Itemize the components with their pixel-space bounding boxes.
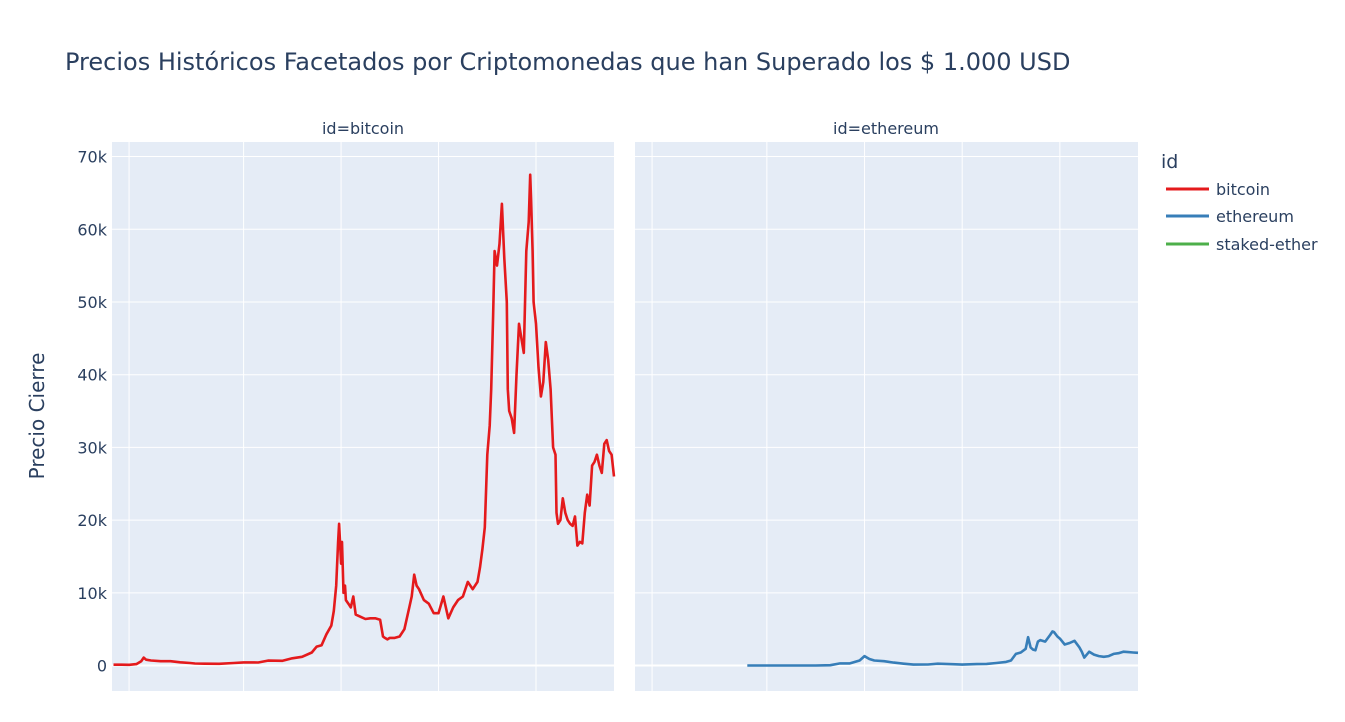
y-tick-label: 70k [77,148,107,167]
y-tick-label: 20k [77,511,107,530]
plot-area-ethereum [635,142,1138,691]
y-tick-label: 60k [77,220,107,239]
legend: id bitcoin ethereum staked-ether [1161,151,1318,254]
y-axis-label: Precio Cierre [25,353,49,480]
y-tick-label: 10k [77,584,107,603]
panel-bitcoin: id=bitcoin [112,119,616,691]
line-ethereum [747,630,1139,667]
facet-label-bitcoin: id=bitcoin [322,119,404,138]
legend-title: id [1161,151,1178,173]
chart-title: Precios Históricos Facetados por Criptom… [65,48,1070,76]
y-tick-label: 30k [77,438,107,457]
grid-ethereum [635,142,1138,691]
legend-label-ethereum: ethereum [1216,207,1294,226]
grid-bitcoin [112,142,614,691]
y-tick-label: 40k [77,366,107,385]
legend-label-bitcoin: bitcoin [1216,180,1270,199]
y-tick-label: 50k [77,293,107,312]
y-tick-label: 0 [97,657,107,676]
legend-item-staked-ether[interactable]: staked-ether [1166,235,1318,254]
line-bitcoin [113,173,616,667]
legend-item-bitcoin[interactable]: bitcoin [1166,180,1270,199]
facet-label-ethereum: id=ethereum [833,119,939,138]
plot-area-bitcoin [112,142,614,691]
y-axis-ticks: 0 10k 20k 30k 40k 50k 60k 70k [77,148,107,676]
legend-label-staked-ether: staked-ether [1216,235,1318,254]
legend-item-ethereum[interactable]: ethereum [1166,207,1294,226]
panel-ethereum: id=ethereum [635,119,1139,691]
